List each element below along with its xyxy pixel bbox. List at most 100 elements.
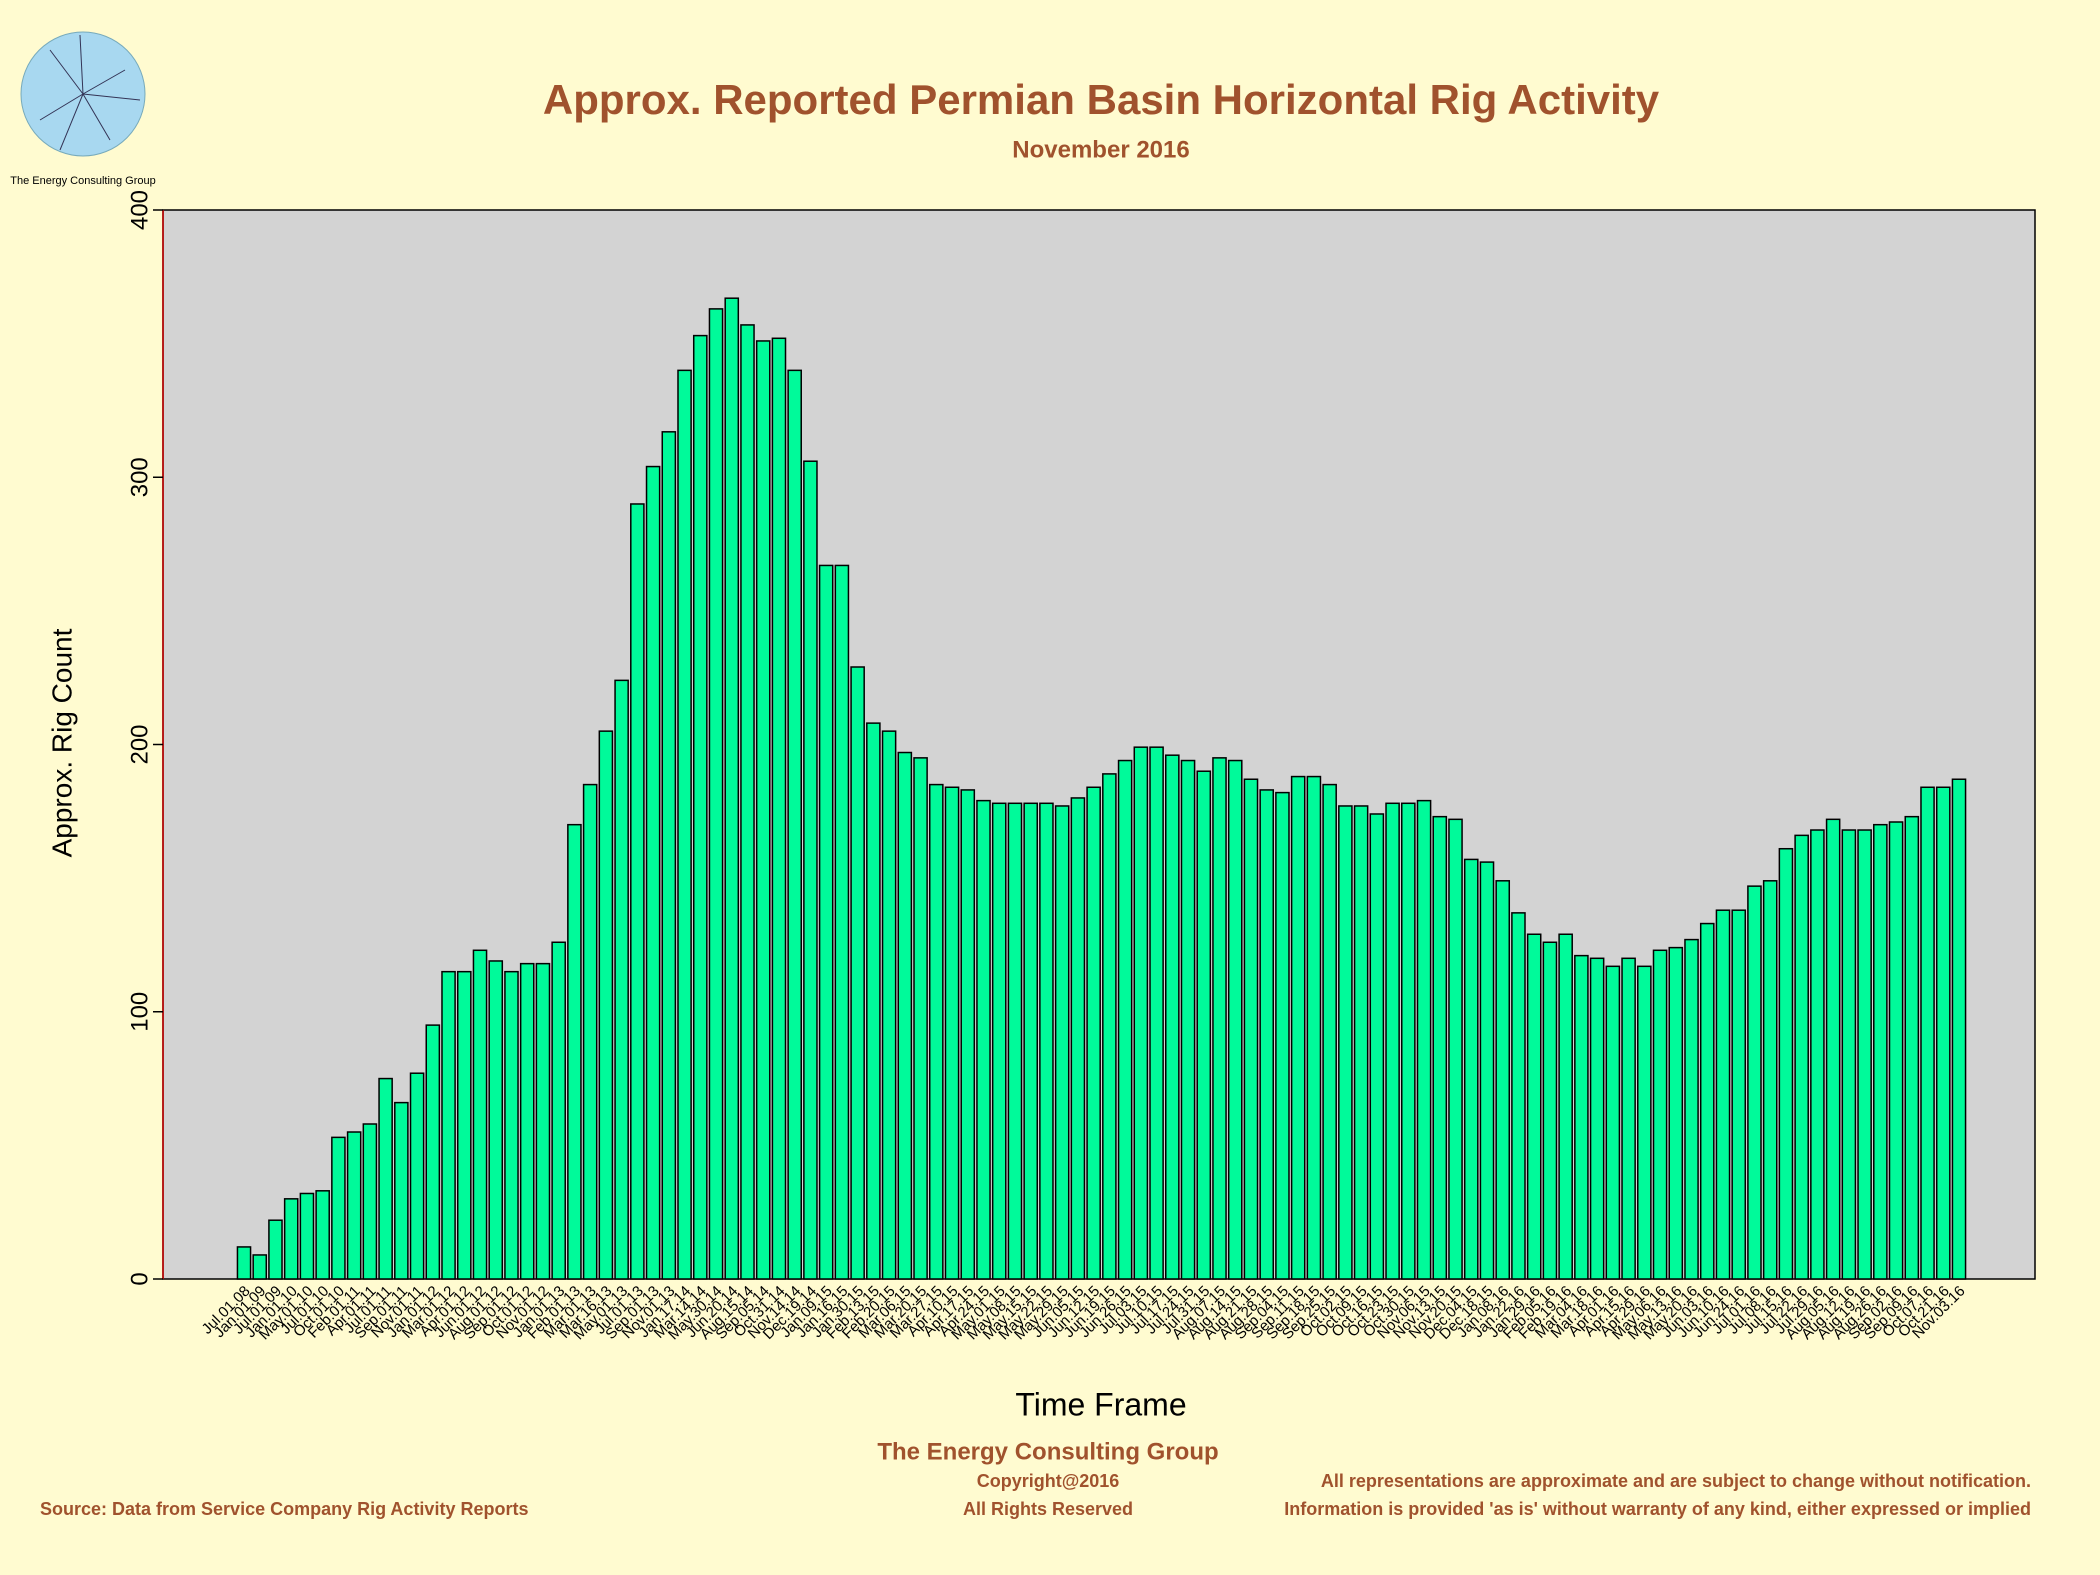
bar (1511, 912, 1526, 1280)
bar (803, 460, 818, 1280)
bar (252, 1254, 268, 1280)
bar (283, 1198, 299, 1280)
bar (1699, 922, 1715, 1280)
bar (331, 1136, 346, 1280)
bar (535, 962, 551, 1280)
bar (1841, 829, 1857, 1280)
chart-title: Approx. Reported Permian Basin Horizonta… (543, 76, 1660, 123)
bar (362, 1123, 378, 1280)
bar (1086, 786, 1101, 1280)
x-axis-label: Time Frame (1015, 1386, 1186, 1422)
bar (315, 1190, 330, 1280)
bar (677, 369, 692, 1280)
logo-swirl (39, 34, 141, 151)
bar (1023, 802, 1039, 1280)
bar (567, 823, 582, 1280)
footer-rights: All Rights Reserved (963, 1499, 1133, 1519)
bar (1227, 759, 1243, 1280)
bar (1904, 815, 1920, 1280)
bar (1762, 880, 1778, 1280)
bar (472, 949, 488, 1280)
bar (1007, 802, 1023, 1280)
bar (1212, 757, 1227, 1280)
bar (1102, 773, 1117, 1280)
bar (928, 783, 944, 1280)
bar (1275, 791, 1290, 1280)
bar (1715, 909, 1731, 1280)
bar (614, 679, 629, 1280)
bar (1054, 805, 1070, 1280)
bar (1935, 786, 1951, 1280)
bar (346, 1131, 362, 1280)
bar (708, 308, 724, 1280)
bar (1385, 802, 1400, 1280)
bar (1558, 933, 1573, 1280)
bar (1416, 799, 1432, 1280)
bar (1133, 746, 1149, 1280)
bar (771, 337, 787, 1280)
bar (1652, 949, 1668, 1280)
bar (1605, 965, 1621, 1280)
bar (1574, 954, 1589, 1280)
bar (1778, 847, 1794, 1280)
footer-copyright: Copyright@2016 (977, 1471, 1120, 1491)
bar (1401, 802, 1416, 1280)
bar (1448, 818, 1463, 1280)
y-axis-label: Approx. Rig Count (46, 628, 77, 857)
bar (991, 802, 1007, 1280)
bar (1637, 965, 1652, 1280)
bar (488, 960, 504, 1280)
bar (519, 962, 535, 1280)
bar (1070, 797, 1086, 1280)
chart-subtitle: November 2016 (1012, 136, 1189, 163)
bar (1794, 834, 1809, 1280)
bar (1873, 823, 1888, 1280)
bar (1149, 746, 1164, 1280)
bar (787, 369, 802, 1280)
bar (897, 751, 913, 1280)
y-tick-label: 400 (126, 190, 153, 230)
bar (1589, 957, 1605, 1280)
y-tick-label: 200 (126, 724, 153, 764)
bar (960, 789, 976, 1280)
y-tick-label: 0 (126, 1272, 153, 1285)
bar (850, 666, 865, 1280)
bar (1306, 775, 1322, 1280)
bar (456, 970, 472, 1280)
bar (394, 1101, 409, 1280)
bar (755, 340, 771, 1280)
bar (740, 324, 755, 1280)
bar (1369, 813, 1385, 1280)
bar (1920, 786, 1935, 1280)
bar (1495, 880, 1511, 1280)
bar (378, 1077, 393, 1280)
bar (1338, 805, 1353, 1280)
bar (630, 503, 645, 1280)
bar (692, 334, 708, 1280)
bar (1747, 885, 1762, 1280)
footer-company: The Energy Consulting Group (877, 1438, 1218, 1465)
bar (661, 431, 677, 1280)
bar (1810, 829, 1825, 1280)
bar (582, 783, 598, 1280)
bar (866, 722, 881, 1280)
bar (1825, 818, 1841, 1280)
bar (409, 1072, 425, 1280)
bar (1117, 759, 1133, 1280)
bar (1039, 802, 1054, 1280)
bar (551, 941, 566, 1280)
bar (299, 1192, 315, 1280)
bar (1322, 783, 1337, 1280)
bar (1463, 858, 1479, 1280)
logo-text: The Energy Consulting Group (10, 175, 156, 187)
bar (1857, 829, 1872, 1280)
footer-source: Source: Data from Service Company Rig Ac… (40, 1499, 528, 1519)
bar (834, 564, 850, 1280)
bar (1668, 946, 1684, 1280)
bar (1180, 759, 1196, 1280)
footer-disclaimer: Information is provided 'as is' without … (1284, 1499, 2031, 1519)
bar (425, 1024, 441, 1280)
bar (441, 970, 456, 1280)
bar (1243, 778, 1259, 1280)
bar (1353, 805, 1369, 1280)
